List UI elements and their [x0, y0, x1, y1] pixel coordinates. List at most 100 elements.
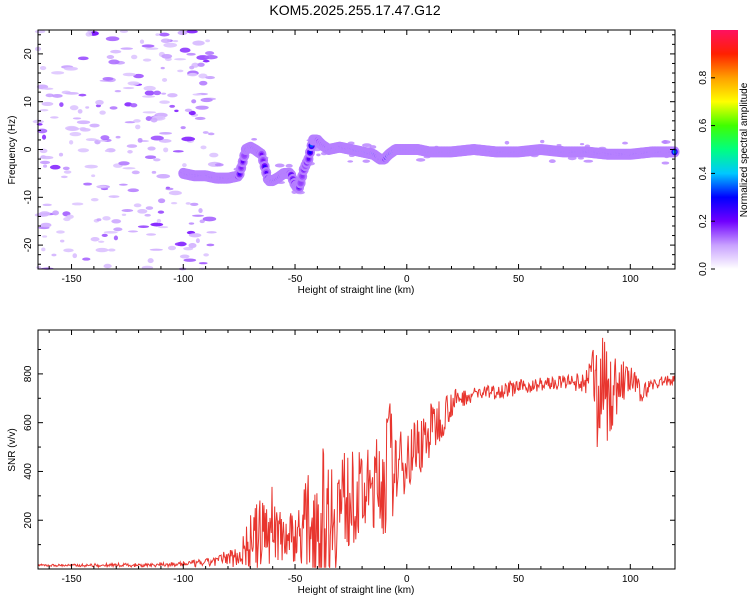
spectrogram-noise-blob	[63, 170, 72, 174]
spectrogram-noise-blob	[157, 210, 165, 214]
colorbar-tick-label: 0.8	[698, 70, 709, 84]
spectrogram-noise-layer	[32, 29, 671, 271]
spectrogram-noise-blob	[149, 248, 163, 251]
spectrogram-noise-blob	[205, 76, 215, 80]
spectrogram-noise-blob	[556, 143, 562, 147]
spectrogram-noise-blob	[179, 254, 190, 259]
spectrogram-noise-blob	[147, 146, 156, 151]
snr-x-tick-label: -100	[173, 574, 193, 585]
spectrogram-noise-blob	[202, 216, 217, 222]
spectrogram-noise-blob	[127, 188, 140, 193]
spectrogram-noise-blob	[161, 92, 167, 95]
spectrogram-noise-blob	[172, 40, 179, 43]
spectrogram-x-tick-label: 100	[622, 274, 639, 285]
spectrogram-noise-blob	[198, 208, 203, 214]
spectrogram-noise-blob	[83, 182, 93, 186]
spectrogram-noise-blob	[99, 110, 106, 115]
spectrogram-noise-blob	[126, 144, 138, 148]
spectrogram-noise-blob	[161, 53, 173, 59]
spectrogram-noise-blob	[36, 266, 42, 269]
spectrogram-noise-blob	[59, 239, 65, 243]
spectrogram-noise-blob	[197, 62, 205, 67]
spectrogram-noise-blob	[90, 198, 99, 202]
spectrogram-noise-blob	[180, 126, 186, 130]
snr-x-tick-label: -150	[62, 574, 82, 585]
spectrogram-noise-blob	[66, 214, 74, 219]
spectrogram-noise-blob	[71, 202, 84, 206]
spectrogram-noise-blob	[160, 66, 165, 70]
spectrogram-noise-blob	[157, 198, 166, 204]
spectrogram-noise-blob	[107, 248, 116, 252]
spectrogram-noise-blob	[158, 139, 172, 143]
spectrogram-noise-blob	[361, 143, 372, 147]
spectrogram-noise-blob	[131, 170, 140, 175]
spectrogram-noise-blob	[102, 216, 111, 221]
spectrogram-noise-blob	[661, 161, 670, 165]
snr-panel: -150 -100 -50 0 50 100 200 400 600 800 Height of…	[7, 329, 676, 596]
spectrogram-ridge-layer	[178, 134, 680, 194]
spectrogram-noise-blob	[198, 73, 208, 79]
spectrogram-noise-blob	[95, 99, 104, 106]
spectrogram-noise-blob	[182, 163, 187, 168]
spectrogram-noise-blob	[188, 222, 195, 225]
spectrogram-noise-blob	[133, 73, 144, 79]
spectrogram-noise-blob	[42, 203, 52, 207]
spectrogram-noise-blob	[77, 148, 90, 153]
spectrogram-noise-blob	[66, 126, 80, 131]
spectrogram-noise-blob	[108, 195, 120, 198]
spectrogram-noise-blob	[205, 39, 211, 43]
spectrogram-noise-blob	[200, 97, 213, 103]
spectrogram-noise-blob	[77, 56, 89, 61]
spectrogram-noise-blob	[103, 263, 112, 269]
colorbar-tick-label: 0.0	[698, 262, 709, 276]
spectrogram-noise-blob	[69, 140, 74, 145]
spectrogram-noise-blob	[78, 93, 87, 97]
spectrogram-noise-blob	[96, 185, 107, 188]
spectrogram-noise-blob	[64, 91, 79, 95]
spectrogram-noise-blob	[121, 209, 134, 212]
spectrogram-noise-blob	[199, 80, 208, 86]
spectrogram-noise-blob	[156, 174, 171, 179]
spectrogram-noise-blob	[41, 101, 54, 106]
spectrogram-noise-blob	[42, 87, 54, 90]
spectrogram-noise-blob	[165, 186, 170, 189]
spectrogram-noise-blob	[102, 76, 114, 81]
spectrogram-noise-blob	[214, 163, 224, 167]
spectrogram-noise-blob	[121, 213, 127, 216]
spectrogram-noise-blob	[127, 81, 140, 86]
snr-y-tick-label: 200	[23, 511, 34, 528]
spectrogram-noise-blob	[159, 132, 173, 135]
spectrogram-noise-blob	[34, 29, 46, 34]
spectrogram-noise-blob	[95, 247, 109, 253]
spectrogram-noise-blob	[167, 93, 178, 98]
spectrogram-y-tick-label: 20	[23, 48, 34, 60]
spectrogram-noise-blob	[127, 230, 139, 233]
spectrogram-noise-blob	[189, 65, 195, 70]
spectrogram-noise-blob	[51, 93, 63, 98]
spectrogram-noise-blob	[316, 153, 321, 157]
spectrogram-noise-blob	[187, 72, 198, 77]
spectrogram-noise-blob	[82, 257, 91, 261]
spectrogram-noise-blob	[181, 136, 196, 142]
spectrogram-noise-blob	[89, 123, 100, 128]
snr-y-tick-label: 400	[23, 463, 34, 480]
spectrogram-noise-blob	[583, 159, 594, 163]
spectrogram-noise-blob	[577, 156, 584, 160]
spectrogram-noise-blob	[111, 219, 122, 224]
spectrogram-noise-blob	[153, 90, 162, 96]
spectrogram-noise-blob	[145, 47, 159, 50]
spectrogram-noise-blob	[177, 30, 188, 36]
spectrogram-noise-blob	[184, 108, 193, 113]
spectrogram-ridge-core	[308, 150, 312, 155]
spectrogram-noise-blob	[191, 214, 205, 217]
snr-series-line	[37, 337, 676, 569]
spectrogram-noise-blob	[159, 100, 170, 104]
spectrogram-noise-blob	[114, 90, 122, 93]
spectrogram-x-tick-label: -100	[173, 274, 193, 285]
spectrogram-noise-blob	[156, 218, 162, 224]
spectrogram-noise-blob	[43, 164, 48, 168]
spectrogram-noise-blob	[144, 213, 151, 217]
colorbar: 0.0 0.2 0.4 0.6 0.8 Normalized spectral ampl…	[698, 30, 750, 276]
